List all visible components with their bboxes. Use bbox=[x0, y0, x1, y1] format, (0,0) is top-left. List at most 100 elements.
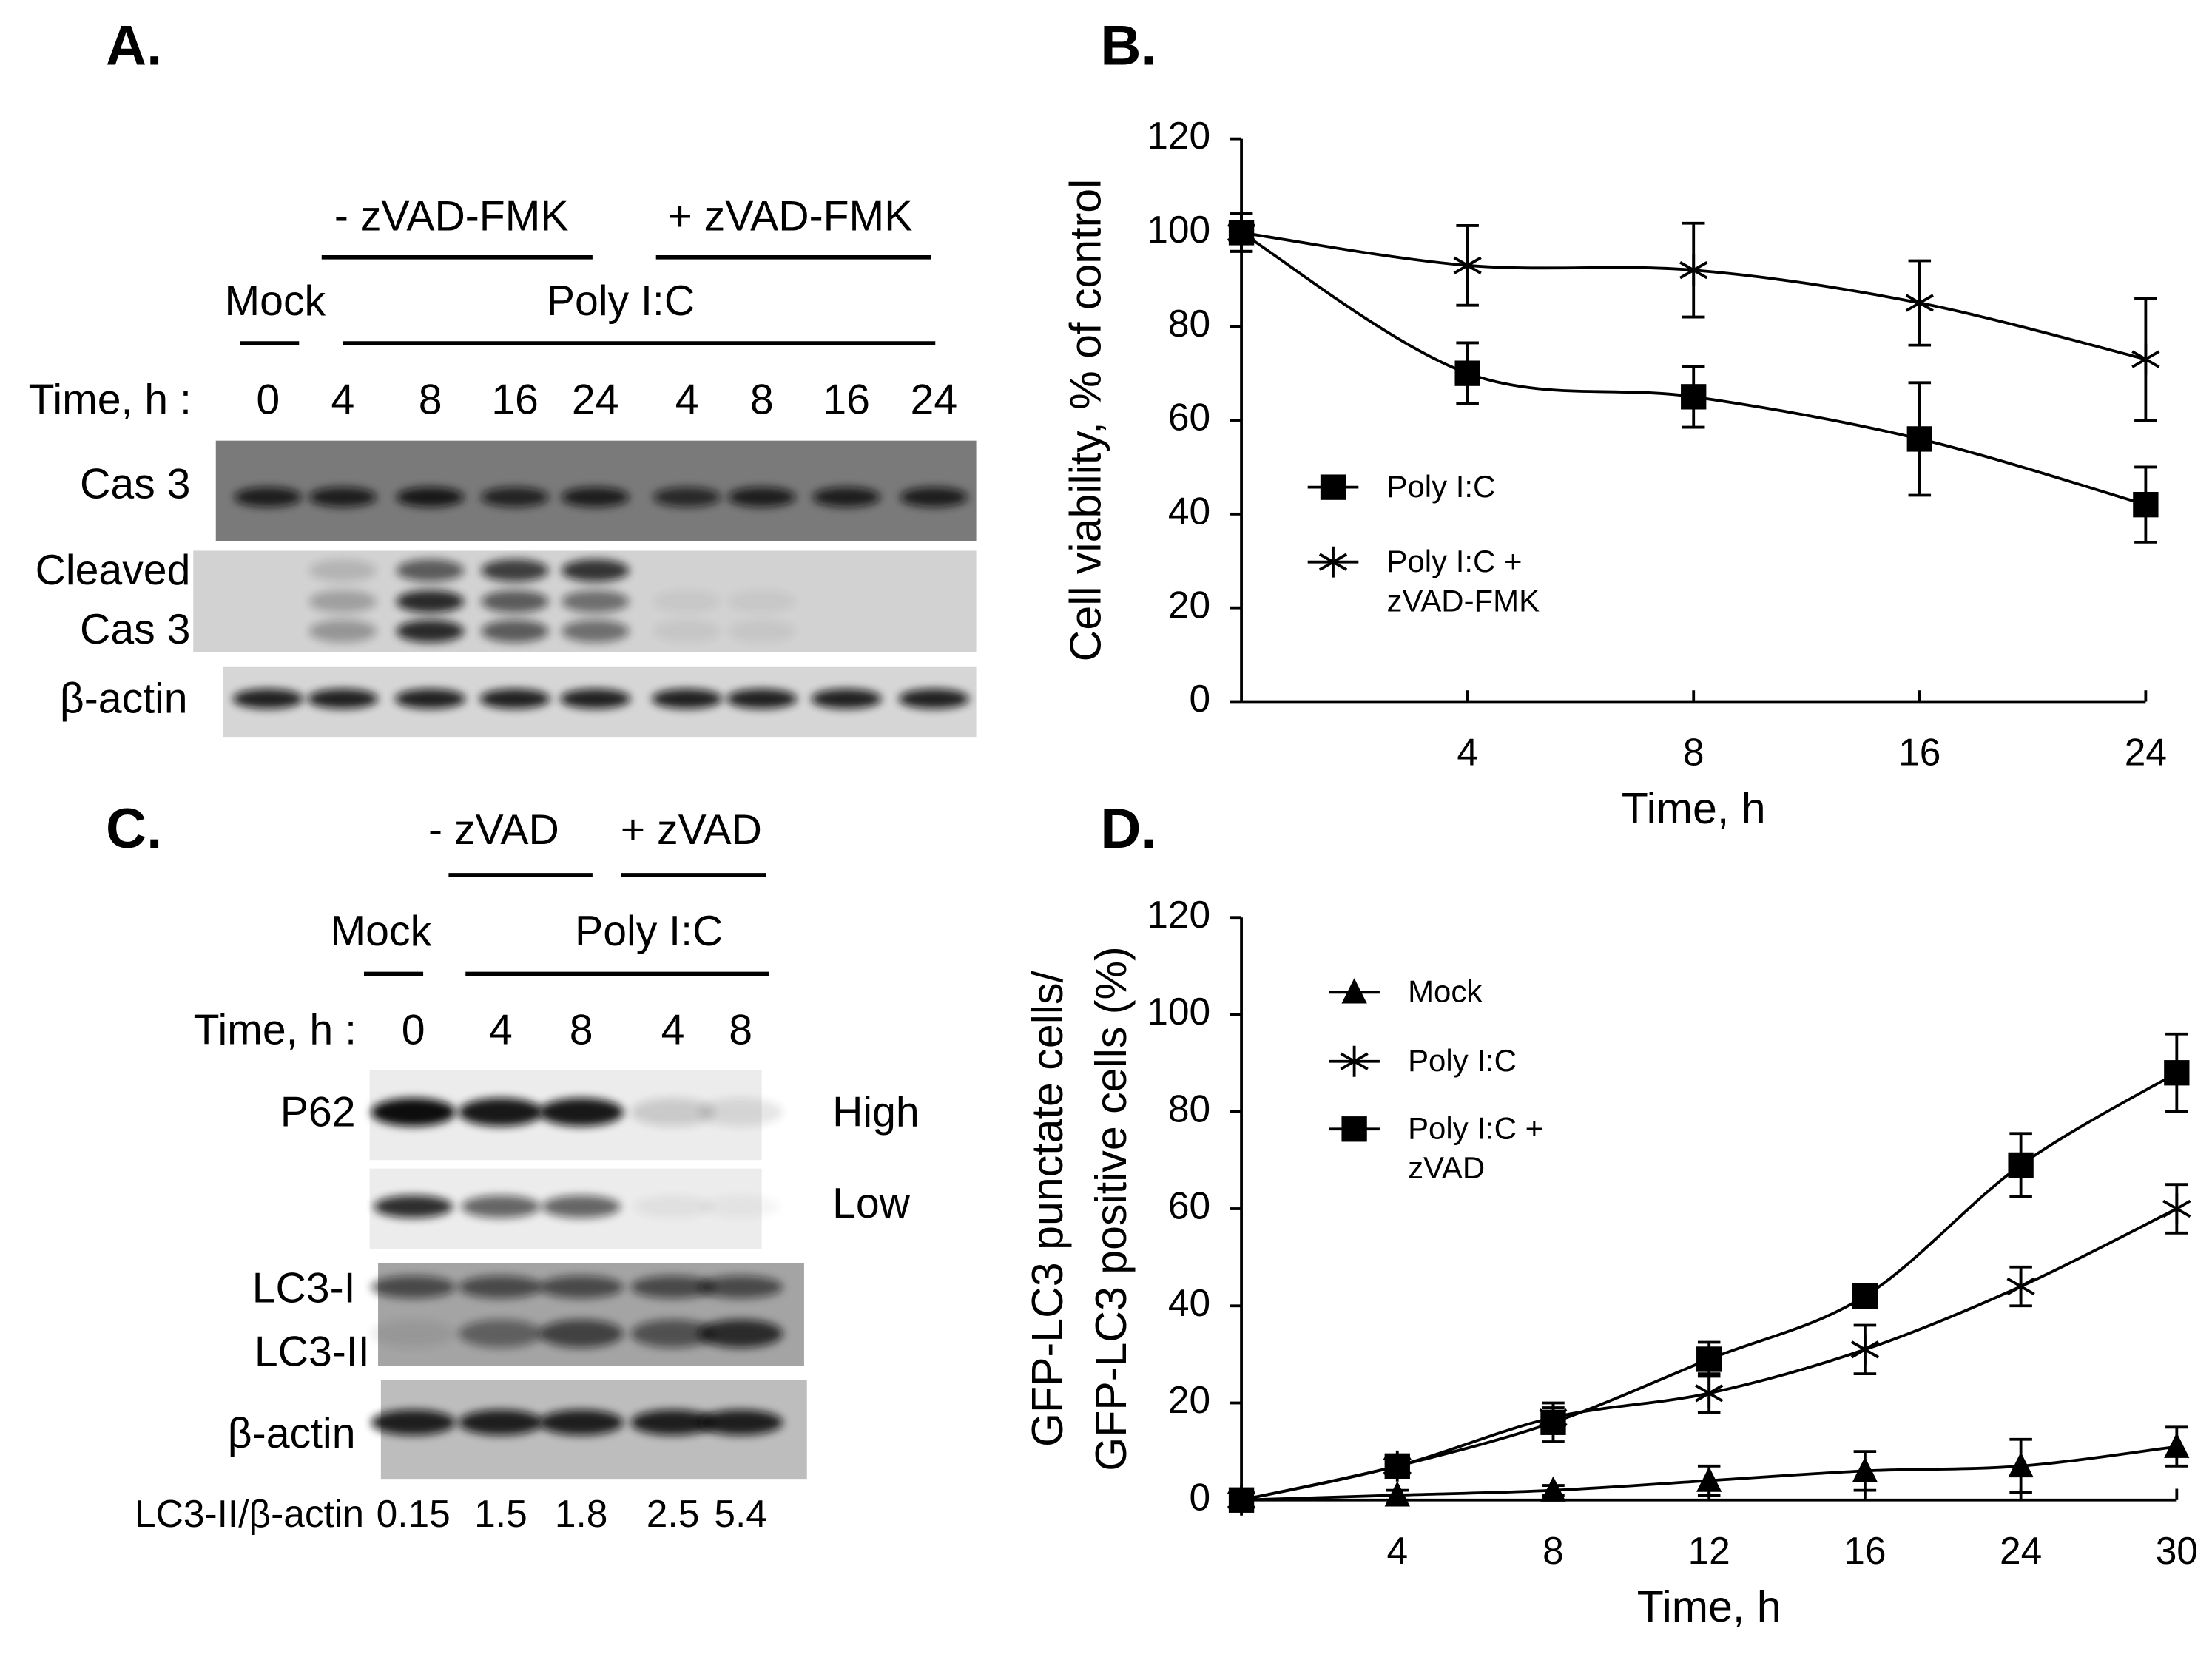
treatment-label: Mock bbox=[225, 277, 326, 325]
row-label: Cas 3 bbox=[80, 461, 190, 508]
x-tick-label: 8 bbox=[1542, 1529, 1564, 1572]
time-label: Time, h : bbox=[29, 376, 192, 423]
marker bbox=[1695, 1377, 1724, 1409]
marker bbox=[2162, 1193, 2191, 1224]
band bbox=[232, 689, 303, 709]
band bbox=[307, 689, 379, 709]
panel-label: C. bbox=[106, 797, 162, 860]
x-axis-title: Time, h bbox=[1622, 783, 1766, 833]
y-tick-label: 120 bbox=[1147, 114, 1210, 157]
y-tick-label: 120 bbox=[1147, 893, 1210, 936]
marker bbox=[1320, 474, 1346, 500]
band bbox=[539, 1275, 624, 1299]
legend-label: Poly I:C + zVAD-FMK bbox=[1386, 543, 1540, 618]
band bbox=[539, 1319, 624, 1348]
marker bbox=[1852, 1283, 1878, 1309]
y-tick-label: 60 bbox=[1168, 1184, 1210, 1227]
band bbox=[458, 1319, 544, 1348]
legend-entry: Mock bbox=[1408, 974, 1482, 1010]
row-label: Cas 3 bbox=[80, 606, 190, 653]
band bbox=[653, 619, 721, 643]
marker bbox=[1454, 360, 1480, 386]
marker bbox=[1540, 1409, 1566, 1435]
y-axis-title: GFP-LC3 punctate cells/ bbox=[1022, 970, 1072, 1446]
legend-entry: Poly I:C + zVAD bbox=[1408, 1110, 1543, 1185]
band bbox=[727, 487, 796, 507]
x-tick-label: 16 bbox=[1844, 1529, 1886, 1572]
band bbox=[630, 1098, 715, 1127]
band bbox=[653, 487, 721, 507]
band bbox=[633, 1195, 712, 1218]
legend-label: Poly I:C bbox=[1408, 1042, 1517, 1079]
x-tick-label: 24 bbox=[2000, 1529, 2042, 1572]
band bbox=[539, 1409, 624, 1436]
band bbox=[458, 1098, 544, 1127]
band bbox=[698, 1098, 783, 1127]
y-tick-label: 80 bbox=[1168, 302, 1210, 345]
band bbox=[481, 487, 549, 507]
band bbox=[900, 487, 968, 507]
treatment-label: Poly I:C bbox=[575, 908, 723, 955]
panel-label: A. bbox=[106, 15, 162, 78]
marker bbox=[1341, 978, 1367, 1004]
exposure-label: Low bbox=[832, 1180, 911, 1227]
marker bbox=[2131, 343, 2160, 375]
band bbox=[371, 1319, 456, 1348]
band bbox=[396, 619, 465, 643]
ratio-label: LC3-II/β-actin bbox=[135, 1492, 364, 1535]
band bbox=[396, 487, 465, 507]
series-line bbox=[1241, 1071, 2178, 1502]
marker bbox=[1681, 384, 1707, 410]
lane-label: 0 bbox=[256, 376, 280, 423]
x-axis-title: Time, h bbox=[1637, 1582, 1781, 1631]
y-tick-label: 20 bbox=[1168, 583, 1210, 626]
marker bbox=[2006, 1271, 2035, 1302]
marker bbox=[1453, 249, 1482, 281]
band bbox=[561, 487, 630, 507]
y-axis-title: GFP-LC3 positive cells (%) bbox=[1086, 946, 1136, 1471]
lane-label: 16 bbox=[491, 376, 539, 423]
band bbox=[539, 1098, 624, 1127]
band bbox=[371, 1098, 456, 1127]
band bbox=[308, 619, 377, 643]
marker bbox=[1696, 1466, 1722, 1492]
treatment-label: Mock bbox=[331, 908, 432, 955]
y-tick-label: 80 bbox=[1168, 1087, 1210, 1130]
band bbox=[698, 1409, 783, 1436]
lane-label: 0 bbox=[402, 1007, 425, 1054]
band bbox=[481, 590, 549, 613]
band bbox=[458, 1275, 544, 1299]
lane-label: 8 bbox=[570, 1007, 593, 1054]
marker bbox=[1540, 1476, 1566, 1502]
band bbox=[651, 689, 723, 709]
band bbox=[653, 590, 721, 613]
lane-label: 4 bbox=[675, 376, 699, 423]
marker bbox=[1384, 1481, 1410, 1507]
y-tick-label: 100 bbox=[1147, 208, 1210, 251]
legend-entry: Poly I:C bbox=[1386, 469, 1495, 505]
y-tick-label: 20 bbox=[1168, 1378, 1210, 1421]
y-axis-title: Cell viability, % of control bbox=[1061, 179, 1110, 662]
band bbox=[461, 1195, 541, 1218]
band bbox=[561, 559, 630, 582]
row-label: Cleaved bbox=[36, 547, 191, 594]
marker bbox=[1852, 1457, 1878, 1482]
band bbox=[542, 1195, 621, 1218]
lane-label: 8 bbox=[729, 1007, 752, 1054]
ratio-value: 1.8 bbox=[555, 1492, 608, 1535]
x-tick-label: 16 bbox=[1898, 731, 1940, 774]
marker bbox=[1850, 1334, 1880, 1366]
y-tick-label: 0 bbox=[1189, 1475, 1210, 1518]
marker bbox=[1340, 1045, 1369, 1077]
row-label: LC3-I bbox=[252, 1265, 356, 1312]
x-tick-label: 30 bbox=[2156, 1529, 2198, 1572]
band bbox=[479, 689, 550, 709]
time-label: Time, h : bbox=[194, 1007, 357, 1054]
exposure-label: High bbox=[832, 1088, 920, 1136]
lane-label: 16 bbox=[823, 376, 870, 423]
legend-entry: Poly I:C bbox=[1408, 1042, 1517, 1079]
band bbox=[630, 1409, 715, 1436]
band bbox=[396, 559, 465, 582]
marker bbox=[2008, 1152, 2034, 1178]
treatment-label: Poly I:C bbox=[547, 277, 695, 325]
